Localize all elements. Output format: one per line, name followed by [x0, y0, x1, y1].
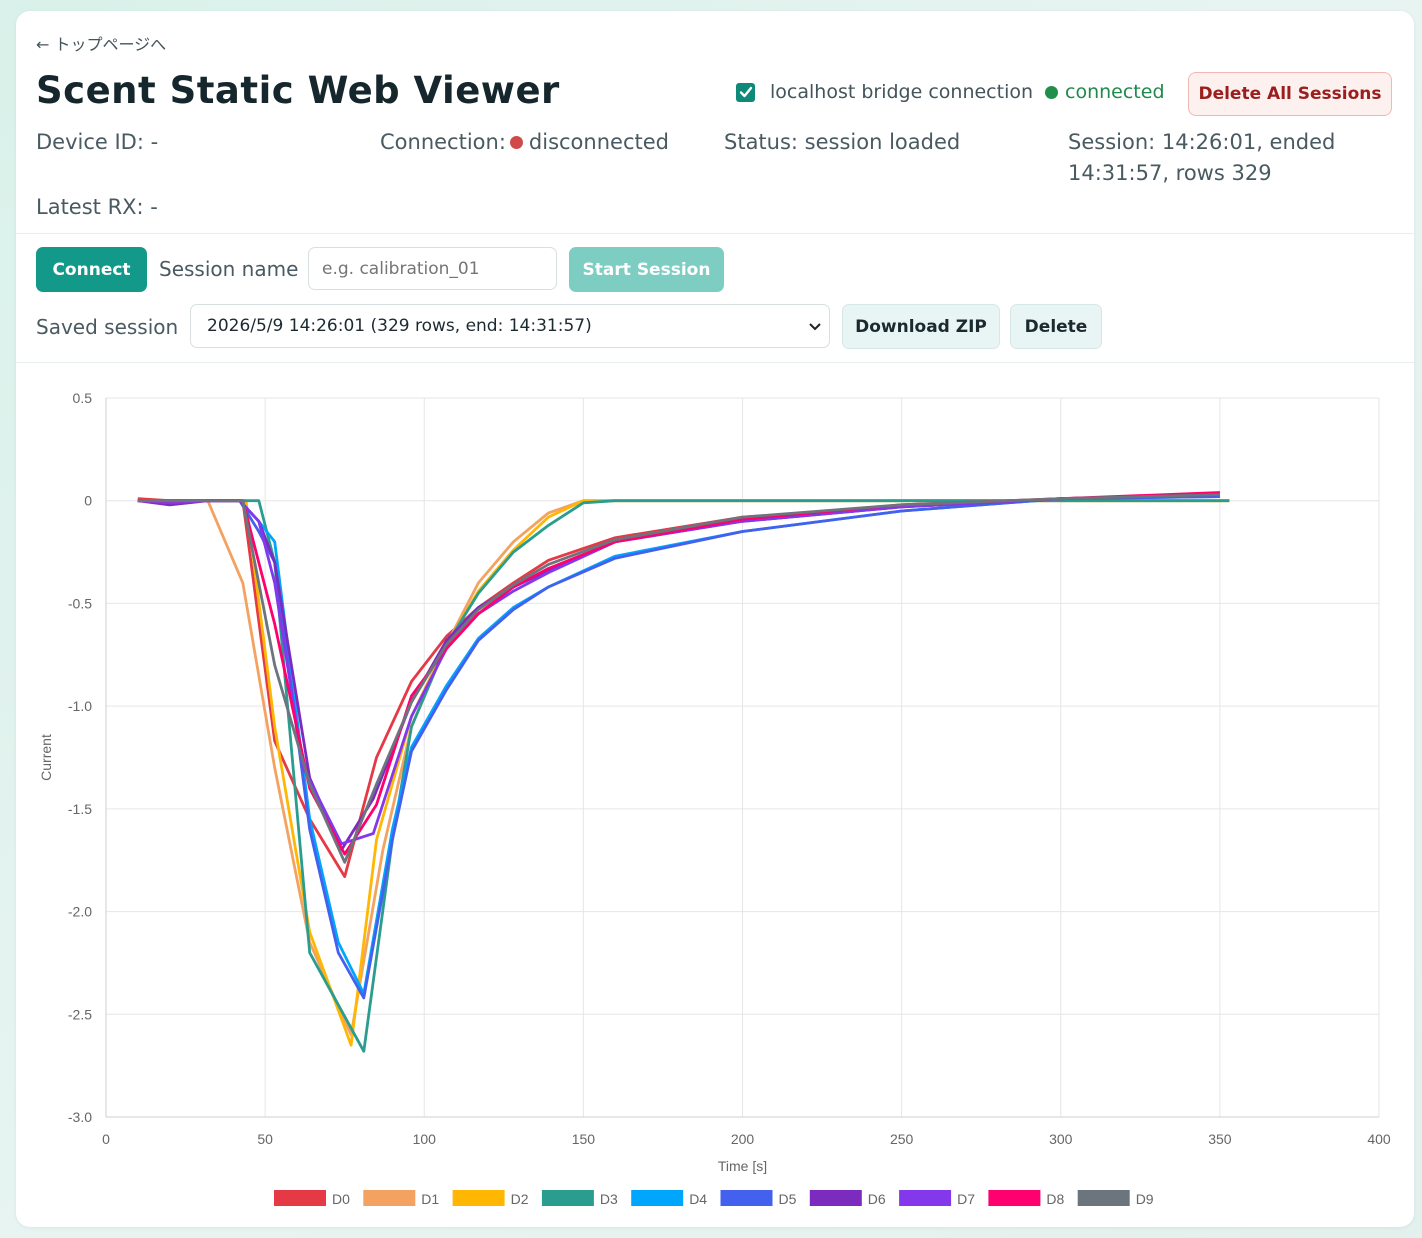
download-zip-button[interactable]: Download ZIP — [842, 304, 1000, 349]
connection-label: Connection: — [380, 130, 506, 154]
status-info: Status: session loaded — [724, 130, 961, 154]
chevron-down-icon — [809, 323, 821, 331]
viewer-card: ← トップページへ Scent Static Web Viewer localh… — [16, 11, 1414, 1227]
x-tick-label: 50 — [257, 1131, 273, 1147]
page-title: Scent Static Web Viewer — [36, 69, 560, 112]
x-tick-label: 200 — [731, 1131, 755, 1147]
legend-swatch — [809, 1190, 862, 1206]
legend-swatch — [541, 1190, 594, 1206]
legend-label: D0 — [332, 1191, 350, 1207]
session-name-label: Session name — [159, 257, 299, 281]
session-info: Session: 14:26:01, ended 14:31:57, rows … — [1068, 127, 1335, 189]
legend-label: D5 — [779, 1191, 797, 1207]
series-line-d7 — [137, 493, 1220, 846]
legend-swatch — [363, 1190, 416, 1206]
legend-swatch — [988, 1190, 1041, 1206]
legend-label: D3 — [600, 1191, 618, 1207]
delete-all-sessions-button[interactable]: Delete All Sessions — [1188, 72, 1392, 116]
x-axis-title: Time [s] — [718, 1158, 767, 1174]
start-session-button[interactable]: Start Session — [569, 247, 724, 292]
legend-swatch — [631, 1190, 684, 1206]
status-dot-icon — [509, 136, 523, 149]
status-dot-icon — [1045, 85, 1059, 99]
y-tick-label: -2.0 — [68, 904, 92, 920]
back-link[interactable]: ← トップページへ — [36, 35, 167, 54]
x-tick-label: 350 — [1208, 1131, 1232, 1147]
series-line-d0 — [137, 493, 1220, 878]
x-tick-label: 400 — [1367, 1131, 1391, 1147]
bridge-connection: localhost bridge connection connected — [736, 81, 1165, 103]
legend-label: D4 — [689, 1191, 707, 1207]
y-tick-label: -1.5 — [68, 801, 92, 817]
session-name-input[interactable] — [308, 247, 557, 290]
legend-label: D2 — [511, 1191, 529, 1207]
bridge-status: connected — [1045, 81, 1165, 103]
bridge-status-text: connected — [1065, 81, 1165, 103]
x-tick-label: 100 — [413, 1131, 437, 1147]
legend-label: D8 — [1046, 1191, 1064, 1207]
y-tick-label: 0.5 — [73, 390, 93, 406]
y-axis-title: Current — [38, 734, 54, 781]
x-tick-label: 300 — [1049, 1131, 1073, 1147]
session-info-line: 14:31:57, rows 329 — [1068, 161, 1272, 185]
x-tick-label: 0 — [102, 1131, 110, 1147]
legend-label: D9 — [1136, 1191, 1154, 1207]
device-id: Device ID: - — [36, 130, 159, 154]
x-tick-label: 150 — [572, 1131, 596, 1147]
connection-status: disconnected — [528, 130, 669, 154]
y-tick-label: 0 — [84, 493, 92, 509]
divider — [16, 362, 1414, 363]
legend-swatch — [274, 1190, 326, 1206]
divider — [16, 233, 1414, 234]
y-tick-label: -2.5 — [68, 1006, 92, 1022]
saved-session-value: 2026/5/9 14:26:01 (329 rows, end: 14:31:… — [207, 316, 592, 336]
saved-session-select[interactable]: 2026/5/9 14:26:01 (329 rows, end: 14:31:… — [190, 304, 830, 348]
legend-label: D6 — [868, 1191, 886, 1207]
legend-swatch — [899, 1190, 952, 1206]
legend-label: D7 — [957, 1191, 975, 1207]
y-tick-label: -3.0 — [68, 1109, 92, 1125]
legend-swatch — [452, 1190, 505, 1206]
legend-label: D1 — [421, 1191, 439, 1207]
series-line-d9 — [137, 493, 1220, 864]
legend-swatch — [720, 1190, 773, 1206]
y-tick-label: -1.0 — [68, 698, 92, 714]
connect-button[interactable]: Connect — [36, 247, 147, 292]
bridge-label: localhost bridge connection — [770, 81, 1034, 103]
session-info-line: Session: 14:26:01, ended — [1068, 130, 1336, 154]
connection-info: Connection: disconnected — [380, 127, 669, 158]
saved-session-label: Saved session — [36, 315, 179, 339]
line-chart: 0 50 100 150 200 250 300 350 400 0.5 0 -0.5 -1.0 -1.5… — [38, 390, 1391, 1207]
delete-session-button[interactable]: Delete — [1010, 304, 1102, 349]
legend-swatch — [1077, 1190, 1130, 1206]
check-icon — [739, 86, 752, 98]
y-tick-label: -0.5 — [68, 595, 92, 611]
latest-rx: Latest RX: - — [36, 195, 158, 219]
bridge-checkbox[interactable] — [736, 82, 755, 102]
x-tick-label: 250 — [890, 1131, 914, 1147]
